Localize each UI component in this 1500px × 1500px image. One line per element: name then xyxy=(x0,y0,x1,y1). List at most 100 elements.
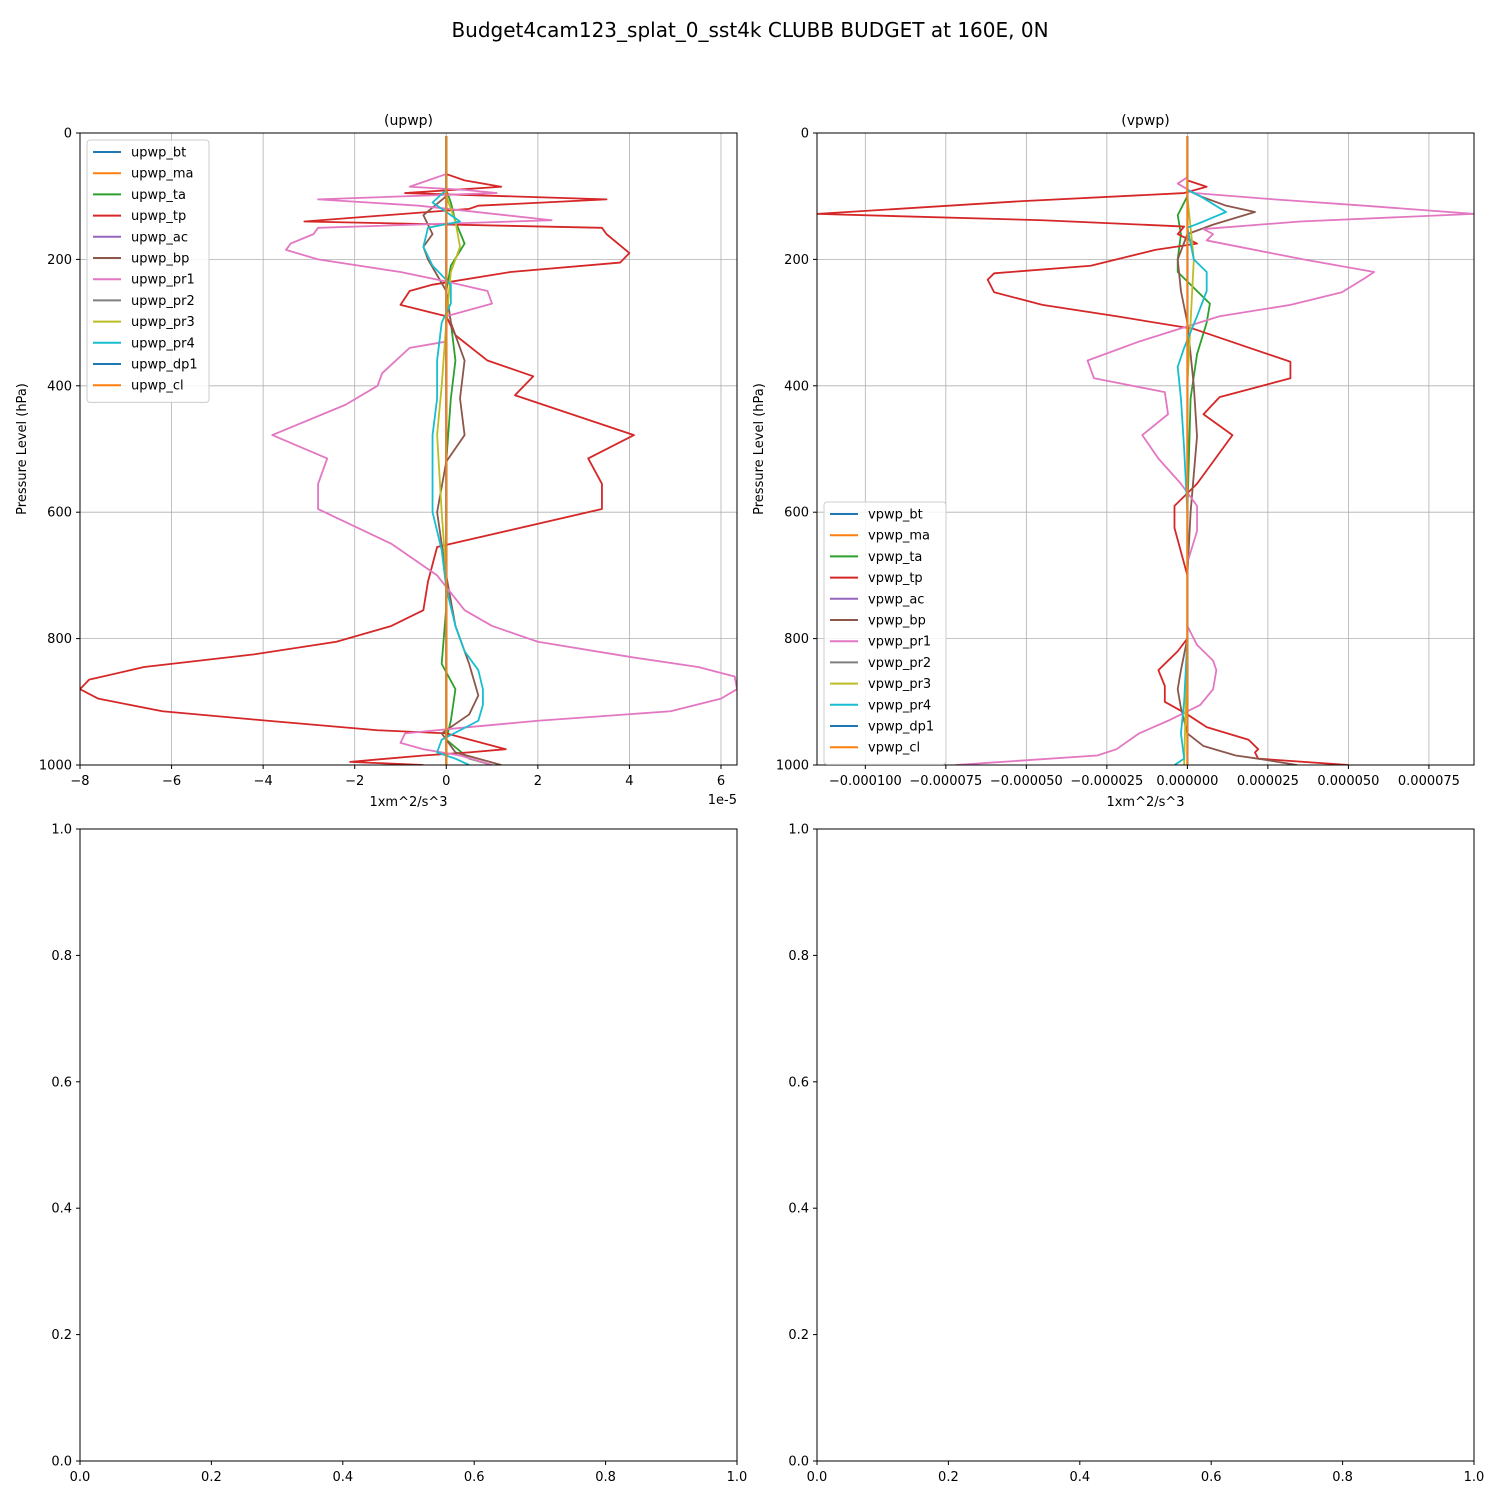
x-tick-label: −0.000025 xyxy=(1070,774,1143,789)
axes-frame xyxy=(816,828,1475,1462)
x-tick-label: 0.4 xyxy=(1069,1470,1090,1485)
legend-entry: vpwp_pr1 xyxy=(868,635,931,650)
x-tick-label: −0.000075 xyxy=(909,774,982,789)
x-offset-label: 1e-5 xyxy=(708,793,737,808)
legend-entry: vpwp_pr4 xyxy=(868,698,931,713)
legend-entry: upwp_pr1 xyxy=(131,273,195,288)
legend-entry: vpwp_tp xyxy=(868,571,923,586)
y-tick-label: 0 xyxy=(64,127,72,142)
y-tick-label: 0.6 xyxy=(788,1075,809,1090)
y-axis-label: Pressure Level (hPa) xyxy=(15,383,30,515)
y-tick-label: 1.0 xyxy=(51,823,72,838)
axes-title: (vpwp) xyxy=(1121,113,1169,129)
figure-suptitle: Budget4cam123_splat_0_sst4k CLUBB BUDGET… xyxy=(451,18,1048,42)
x-tick-label: 1.0 xyxy=(1464,1470,1485,1485)
y-tick-label: 0.8 xyxy=(788,949,809,964)
legend: vpwp_bt vpwp_ma vpwp_ta vpwp_tp vpwp_ac vpwp_… xyxy=(823,501,947,765)
axes-1: −8 −6 −4 −2 0 2 4 6 0 200 400 600 800 1000 (upwp) 1xm^2… xyxy=(15,113,738,810)
series-line-upwp_tp xyxy=(80,136,635,765)
y-tick-label: 0.8 xyxy=(51,949,72,964)
y-tick-label: 800 xyxy=(784,632,809,647)
x-tick-label: 0.2 xyxy=(201,1470,222,1485)
series-group xyxy=(80,136,737,765)
axes-4: 0.0 0.2 0.4 0.6 0.8 1.0 0.0 0.2 0.4 0.6 0.8 1.0 xyxy=(788,823,1484,1486)
x-tick-label: −0.000100 xyxy=(829,774,902,789)
legend-entry: vpwp_ac xyxy=(868,592,924,607)
x-tick-label: 0 xyxy=(442,774,450,789)
axes-3: 0.0 0.2 0.4 0.6 0.8 1.0 0.0 0.2 0.4 0.6 0.8 1.0 xyxy=(51,823,747,1486)
y-tick-label: 1.0 xyxy=(788,823,809,838)
x-tick-label: 0.4 xyxy=(332,1470,353,1485)
series-line-vpwp_pr4 xyxy=(1173,136,1227,765)
y-tick-label: 600 xyxy=(784,506,809,521)
legend-entry: upwp_ta xyxy=(131,188,186,203)
series-line-upwp_pr4 xyxy=(422,136,484,765)
y-tick-label: 1000 xyxy=(776,759,809,774)
y-tick-label: 0.4 xyxy=(788,1202,809,1217)
y-tick-label: 0.2 xyxy=(51,1328,72,1343)
series-line-vpwp_bp xyxy=(1176,136,1298,765)
y-tick-label: 0.4 xyxy=(51,1202,72,1217)
x-tick-label: 6 xyxy=(717,774,725,789)
x-tick-label: −6 xyxy=(162,774,181,789)
y-tick-label: 200 xyxy=(784,253,809,268)
x-tick-label: 0.6 xyxy=(1201,1470,1222,1485)
axes-title: (upwp) xyxy=(384,113,433,129)
axes-2: −0.000100 −0.000075 −0.000050 −0.000025 0.00… xyxy=(752,113,1475,810)
y-tick-label: 800 xyxy=(47,632,72,647)
x-tick-label: 0.0 xyxy=(70,1470,91,1485)
x-tick-label: 0.000025 xyxy=(1237,774,1299,789)
y-tick-label: 0.2 xyxy=(788,1328,809,1343)
series-group xyxy=(817,136,1474,765)
y-tick-label: 0 xyxy=(801,127,809,142)
y-tick-label: 200 xyxy=(47,253,72,268)
x-tick-label: 2 xyxy=(534,774,542,789)
x-tick-label: 0.0 xyxy=(807,1470,828,1485)
y-tick-label: 0.0 xyxy=(51,1455,72,1470)
legend-entry: upwp_tp xyxy=(131,209,186,224)
x-tick-label: 0.000075 xyxy=(1398,774,1460,789)
x-tick-label: 0.8 xyxy=(595,1470,616,1485)
series-line-upwp_pr1 xyxy=(271,136,737,765)
legend-entry: upwp_bp xyxy=(131,252,189,267)
legend-entry: vpwp_ma xyxy=(868,529,930,544)
legend-entry: vpwp_ta xyxy=(868,550,922,565)
legend-entry: vpwp_pr2 xyxy=(868,656,931,671)
x-tick-label: −0.000050 xyxy=(990,774,1063,789)
x-tick-label: 4 xyxy=(625,774,633,789)
legend-entry: upwp_pr3 xyxy=(131,315,195,330)
legend-entry: vpwp_pr3 xyxy=(868,677,931,692)
legend-entry: upwp_cl xyxy=(131,379,184,394)
axes-frame xyxy=(79,132,738,766)
legend-entry: upwp_pr4 xyxy=(131,336,195,351)
x-tick-label: −2 xyxy=(345,774,364,789)
legend-entry: vpwp_bt xyxy=(868,508,923,523)
legend-entry: upwp_ac xyxy=(131,230,188,245)
x-tick-label: 0.8 xyxy=(1332,1470,1353,1485)
y-tick-label: 400 xyxy=(784,379,809,394)
legend-box xyxy=(823,501,947,765)
legend-entry: upwp_dp1 xyxy=(131,358,198,373)
axes-frame xyxy=(816,132,1475,766)
legend: upwp_bt upwp_ma upwp_ta upwp_tp upwp_ac upwp_… xyxy=(86,139,210,403)
legend-entry: vpwp_bp xyxy=(868,614,926,629)
series-line-vpwp_pr1 xyxy=(955,136,1474,765)
series-line-vpwp_tp xyxy=(817,136,1349,765)
y-tick-label: 0.0 xyxy=(788,1455,809,1470)
x-tick-label: 0.000050 xyxy=(1317,774,1379,789)
x-axis-label: 1xm^2/s^3 xyxy=(369,795,447,810)
series-line-vpwp_ta xyxy=(1176,136,1211,765)
legend-entry: upwp_ma xyxy=(131,167,194,182)
y-tick-label: 400 xyxy=(47,379,72,394)
y-axis-label: Pressure Level (hPa) xyxy=(752,383,767,515)
x-tick-label: 0.000000 xyxy=(1156,774,1218,789)
y-tick-label: 600 xyxy=(47,506,72,521)
x-tick-label: 1.0 xyxy=(727,1470,748,1485)
legend-entry: vpwp_dp1 xyxy=(868,720,934,735)
x-tick-label: 0.2 xyxy=(938,1470,959,1485)
x-tick-label: −8 xyxy=(70,774,89,789)
legend-box xyxy=(86,139,210,403)
y-tick-label: 0.6 xyxy=(51,1075,72,1090)
series-line-upwp_bp xyxy=(422,136,502,765)
